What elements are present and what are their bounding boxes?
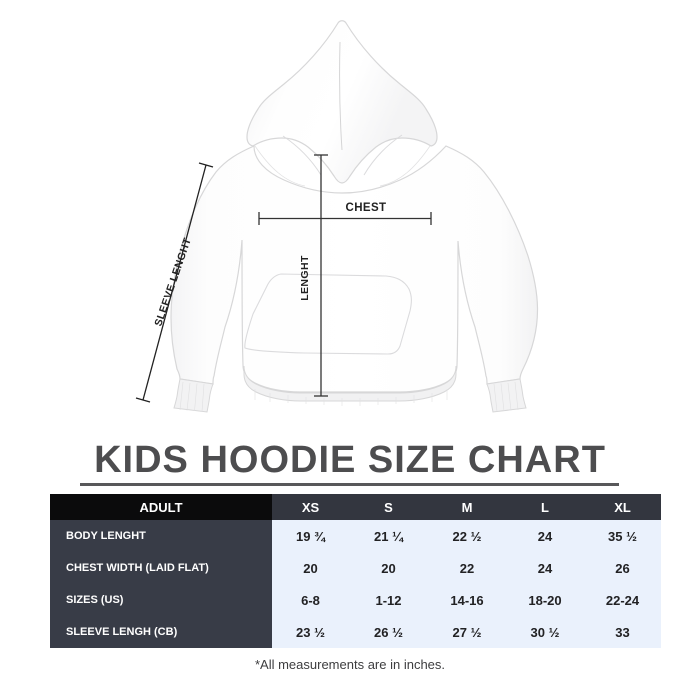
svg-text:LENGHT: LENGHT	[299, 255, 311, 301]
svg-text:CHEST: CHEST	[346, 202, 387, 214]
svg-text:SLEEVE LENGHT: SLEEVE LENGHT	[152, 236, 194, 328]
